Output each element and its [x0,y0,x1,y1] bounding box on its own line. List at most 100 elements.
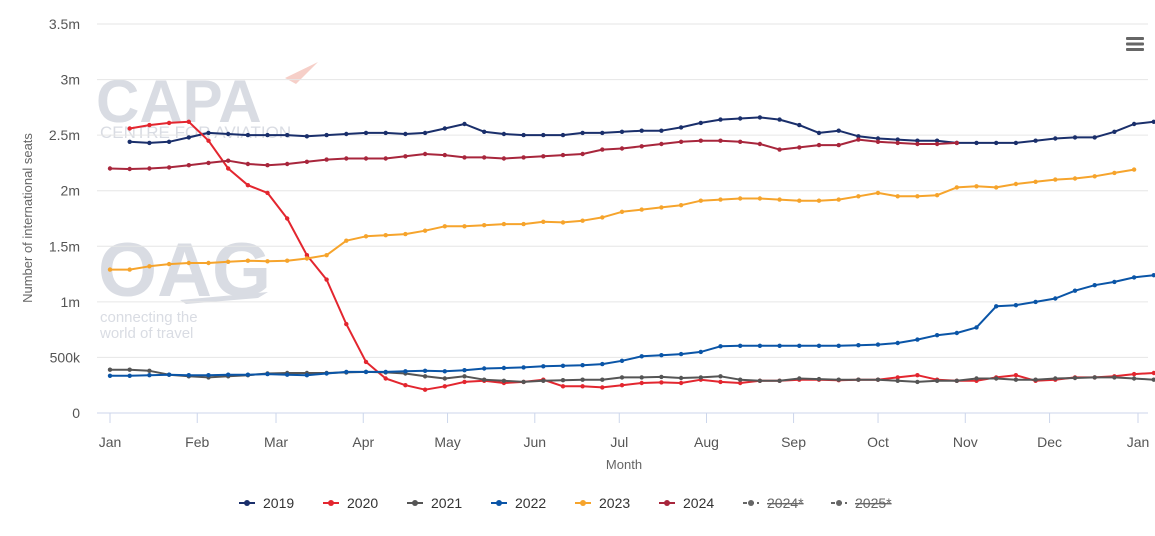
data-point[interactable] [147,264,151,268]
data-point[interactable] [1112,130,1116,134]
data-point[interactable] [462,122,466,126]
data-point[interactable] [128,368,132,372]
data-point[interactable] [147,123,151,127]
data-point[interactable] [147,166,151,170]
data-point[interactable] [718,139,722,143]
data-point[interactable] [344,370,348,374]
data-point[interactable] [423,152,427,156]
data-point[interactable] [600,385,604,389]
data-point[interactable] [384,376,388,380]
data-point[interactable] [265,259,269,263]
data-point[interactable] [1033,300,1037,304]
data-point[interactable] [167,121,171,125]
data-point[interactable] [777,379,781,383]
data-point[interactable] [679,381,683,385]
data-point[interactable] [384,370,388,374]
data-point[interactable] [1014,182,1018,186]
data-point[interactable] [758,142,762,146]
data-point[interactable] [955,185,959,189]
data-point[interactable] [856,378,860,382]
data-point[interactable] [600,362,604,366]
data-point[interactable] [896,379,900,383]
data-point[interactable] [384,156,388,160]
data-point[interactable] [108,368,112,372]
data-point[interactable] [758,344,762,348]
data-point[interactable] [246,162,250,166]
data-point[interactable] [1073,135,1077,139]
data-point[interactable] [856,194,860,198]
data-point[interactable] [1053,177,1057,181]
data-point[interactable] [226,166,230,170]
data-point[interactable] [541,133,545,137]
data-point[interactable] [837,129,841,133]
data-point[interactable] [246,259,250,263]
data-point[interactable] [324,253,328,257]
data-point[interactable] [1132,167,1136,171]
data-point[interactable] [443,126,447,130]
data-point[interactable] [777,344,781,348]
data-point[interactable] [817,143,821,147]
data-point[interactable] [403,132,407,136]
data-point[interactable] [541,379,545,383]
series-2024[interactable] [108,137,959,171]
data-point[interactable] [384,131,388,135]
data-point[interactable] [718,374,722,378]
data-point[interactable] [1033,378,1037,382]
data-point[interactable] [1073,376,1077,380]
data-point[interactable] [1132,372,1136,376]
data-point[interactable] [305,256,309,260]
data-point[interactable] [226,373,230,377]
data-point[interactable] [443,369,447,373]
data-point[interactable] [187,120,191,124]
data-point[interactable] [896,141,900,145]
data-point[interactable] [305,160,309,164]
data-point[interactable] [167,165,171,169]
data-point[interactable] [699,375,703,379]
data-point[interactable] [324,133,328,137]
data-point[interactable] [699,199,703,203]
legend-item-2023[interactable]: 2023 [575,495,630,511]
data-point[interactable] [364,131,368,135]
data-point[interactable] [620,375,624,379]
data-point[interactable] [797,123,801,127]
data-point[interactable] [462,380,466,384]
data-point[interactable] [1112,375,1116,379]
data-point[interactable] [896,341,900,345]
data-point[interactable] [344,132,348,136]
data-point[interactable] [521,155,525,159]
data-point[interactable] [364,234,368,238]
data-point[interactable] [541,364,545,368]
data-point[interactable] [738,344,742,348]
data-point[interactable] [620,383,624,387]
data-point[interactable] [837,378,841,382]
data-point[interactable] [561,384,565,388]
data-point[interactable] [994,185,998,189]
data-point[interactable] [246,133,250,137]
data-point[interactable] [679,352,683,356]
data-point[interactable] [699,139,703,143]
data-point[interactable] [580,363,584,367]
data-point[interactable] [679,376,683,380]
data-point[interactable] [206,131,210,135]
data-point[interactable] [384,233,388,237]
data-point[interactable] [915,373,919,377]
data-point[interactable] [955,379,959,383]
data-point[interactable] [994,304,998,308]
data-point[interactable] [1014,303,1018,307]
data-point[interactable] [403,383,407,387]
series-2021[interactable] [108,368,1155,385]
data-point[interactable] [718,197,722,201]
data-point[interactable] [521,133,525,137]
data-point[interactable] [206,139,210,143]
data-point[interactable] [994,376,998,380]
data-point[interactable] [837,197,841,201]
data-point[interactable] [718,380,722,384]
data-point[interactable] [502,132,506,136]
data-point[interactable] [777,147,781,151]
data-point[interactable] [797,376,801,380]
data-point[interactable] [620,359,624,363]
data-point[interactable] [600,378,604,382]
data-point[interactable] [974,184,978,188]
data-point[interactable] [856,343,860,347]
data-point[interactable] [561,364,565,368]
